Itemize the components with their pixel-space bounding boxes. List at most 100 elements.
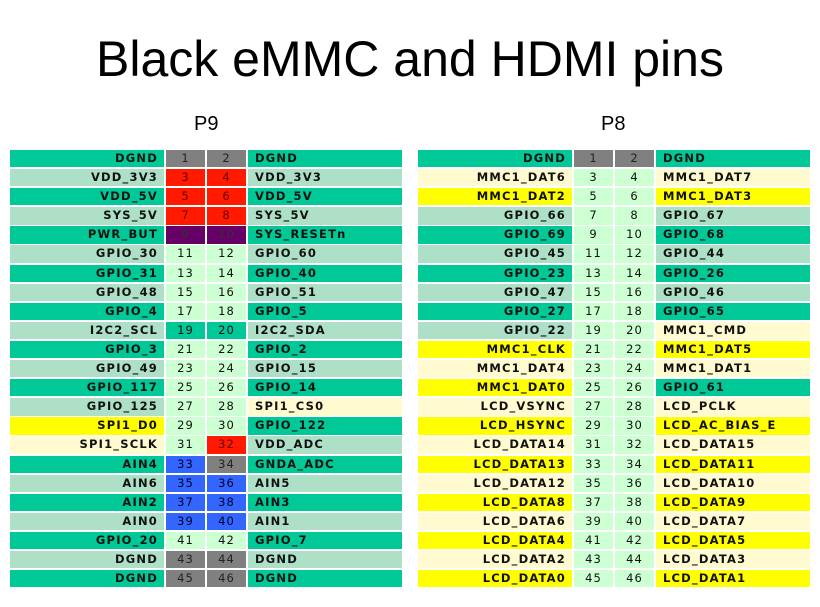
pin-number-right: 34 xyxy=(207,455,246,473)
pin-number-left: 25 xyxy=(574,379,613,397)
pin-number-left: 21 xyxy=(166,340,205,359)
pin-number-right: 44 xyxy=(207,550,246,569)
pin-row: VDD_5V 5 6 VDD_5V xyxy=(9,188,403,207)
pin-number-right: 14 xyxy=(615,264,654,282)
pin-number-right: 46 xyxy=(615,570,654,588)
pin-name-left: GPIO_27 xyxy=(418,302,572,321)
header-label-p9: P9 xyxy=(194,113,219,135)
pin-number-right: 30 xyxy=(615,417,654,435)
page-title: Black eMMC and HDMI pins xyxy=(96,31,724,87)
pin-row: GPIO_23 13 14 GPIO_26 xyxy=(417,264,811,284)
pin-number-right: 26 xyxy=(615,379,654,397)
pin-name-left: LCD_DATA2 xyxy=(418,550,572,569)
pin-row: GPIO_3 21 22 GPIO_2 xyxy=(9,340,403,360)
pin-name-right: DGND xyxy=(656,150,810,168)
pin-row: GPIO_117 25 26 GPIO_14 xyxy=(9,379,403,398)
pin-name-right: GPIO_68 xyxy=(656,226,810,244)
pin-name-left: DGND xyxy=(10,150,164,168)
pin-row: LCD_DATA8 37 38 LCD_DATA9 xyxy=(417,493,811,513)
pin-name-right: GPIO_7 xyxy=(248,531,402,550)
pin-name-left: GPIO_30 xyxy=(10,245,164,263)
pin-number-left: 39 xyxy=(574,512,613,531)
pin-name-left: GPIO_4 xyxy=(10,302,164,321)
pin-number-right: 34 xyxy=(615,455,654,473)
pin-number-right: 24 xyxy=(207,360,246,378)
pin-name-left: LCD_DATA14 xyxy=(418,436,572,454)
pin-row: GPIO_20 41 42 GPIO_7 xyxy=(9,531,403,551)
pin-name-left: GPIO_22 xyxy=(418,321,572,340)
pin-name-left: DGND xyxy=(10,570,164,588)
pin-number-right: 8 xyxy=(615,207,654,225)
pin-number-left: 37 xyxy=(166,493,205,511)
pin-number-left: 25 xyxy=(166,379,205,397)
pin-number-left: 37 xyxy=(574,493,613,511)
pin-name-right: GPIO_2 xyxy=(248,340,402,359)
pin-number-left: 31 xyxy=(574,436,613,454)
pin-name-right: MMC1_CMD xyxy=(656,321,810,340)
pin-row: DGND 45 46 DGND xyxy=(9,570,403,589)
pin-number-left: 43 xyxy=(166,550,205,569)
pin-name-right: LCD_DATA3 xyxy=(656,550,810,569)
pin-row: LCD_DATA14 31 32 LCD_DATA15 xyxy=(417,436,811,455)
pin-number-right: 10 xyxy=(207,226,246,244)
pin-number-left: 31 xyxy=(166,436,205,454)
pin-number-left: 15 xyxy=(166,283,205,301)
pin-name-left: DGND xyxy=(418,150,572,168)
pin-name-left: GPIO_69 xyxy=(418,226,572,244)
pin-name-right: LCD_DATA7 xyxy=(656,512,810,531)
pin-number-left: 5 xyxy=(574,188,613,206)
pin-name-left: GPIO_23 xyxy=(418,264,572,282)
pin-number-left: 19 xyxy=(166,321,205,340)
pin-number-left: 35 xyxy=(166,474,205,492)
pin-name-left: MMC1_DAT0 xyxy=(418,379,572,397)
pin-name-right: LCD_DATA10 xyxy=(656,474,810,492)
pin-number-right: 22 xyxy=(615,340,654,359)
pin-number-right: 20 xyxy=(207,321,246,340)
pin-name-left: LCD_DATA8 xyxy=(418,493,572,511)
pin-number-right: 6 xyxy=(615,188,654,206)
pin-number-left: 27 xyxy=(166,398,205,416)
pin-row: GPIO_66 7 8 GPIO_67 xyxy=(417,207,811,226)
pin-number-left: 5 xyxy=(166,188,205,206)
pin-row: GPIO_30 11 12 GPIO_60 xyxy=(9,245,403,264)
pin-name-right: GPIO_60 xyxy=(248,245,402,263)
pin-name-right: GPIO_44 xyxy=(656,245,810,263)
pin-name-left: VDD_5V xyxy=(10,188,164,206)
pin-row: LCD_DATA6 39 40 LCD_DATA7 xyxy=(417,512,811,532)
pin-number-right: 46 xyxy=(207,570,246,588)
pin-name-left: GPIO_66 xyxy=(418,207,572,225)
pin-number-right: 26 xyxy=(207,379,246,397)
pin-number-left: 45 xyxy=(166,570,205,588)
pin-name-left: DGND xyxy=(10,550,164,569)
pin-name-right: GPIO_65 xyxy=(656,302,810,321)
pin-row: GPIO_49 23 24 GPIO_15 xyxy=(9,360,403,379)
pin-number-right: 42 xyxy=(207,531,246,550)
pin-name-right: LCD_DATA15 xyxy=(656,436,810,454)
pin-row: AIN2 37 38 AIN3 xyxy=(9,493,403,513)
pin-name-left: I2C2_SCL xyxy=(10,321,164,340)
pin-number-right: 16 xyxy=(207,283,246,301)
pin-number-left: 15 xyxy=(574,283,613,301)
pin-name-left: LCD_DATA12 xyxy=(418,474,572,492)
pin-name-right: AIN5 xyxy=(248,474,402,492)
pin-name-left: MMC1_DAT6 xyxy=(418,169,572,187)
pin-number-right: 22 xyxy=(207,340,246,359)
pin-name-left: AIN0 xyxy=(10,512,164,531)
pin-number-right: 18 xyxy=(207,302,246,321)
pin-name-right: GPIO_61 xyxy=(656,379,810,397)
pin-row: LCD_DATA4 41 42 LCD_DATA5 xyxy=(417,531,811,551)
pin-row: DGND 1 2 DGND xyxy=(417,150,811,169)
pin-number-left: 17 xyxy=(166,302,205,321)
pin-row: GPIO_22 19 20 MMC1_CMD xyxy=(417,321,811,341)
pin-name-right: AIN1 xyxy=(248,512,402,531)
pin-number-left: 19 xyxy=(574,321,613,340)
pin-row: LCD_VSYNC 27 28 LCD_PCLK xyxy=(417,398,811,417)
pin-row: GPIO_27 17 18 GPIO_65 xyxy=(417,302,811,322)
pin-number-right: 12 xyxy=(207,245,246,263)
pin-name-right: AIN3 xyxy=(248,493,402,511)
pin-name-right: LCD_DATA5 xyxy=(656,531,810,550)
pin-name-right: MMC1_DAT7 xyxy=(656,169,810,187)
pin-name-left: GPIO_47 xyxy=(418,283,572,301)
pin-name-left: AIN4 xyxy=(10,455,164,473)
pin-name-left: MMC1_DAT4 xyxy=(418,360,572,378)
